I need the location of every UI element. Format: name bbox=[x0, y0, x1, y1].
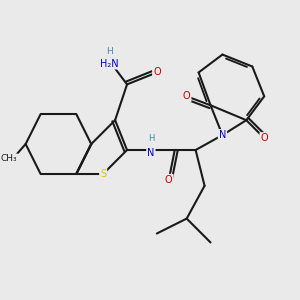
Text: O: O bbox=[260, 133, 268, 143]
Text: H: H bbox=[106, 47, 112, 56]
Text: H₂N: H₂N bbox=[100, 58, 118, 68]
Text: S: S bbox=[100, 169, 106, 179]
Text: CH₃: CH₃ bbox=[1, 154, 18, 164]
Text: O: O bbox=[165, 175, 172, 185]
Text: H: H bbox=[148, 134, 154, 142]
Text: O: O bbox=[153, 68, 161, 77]
Text: O: O bbox=[183, 91, 190, 101]
Text: N: N bbox=[219, 130, 226, 140]
Text: N: N bbox=[147, 148, 155, 158]
